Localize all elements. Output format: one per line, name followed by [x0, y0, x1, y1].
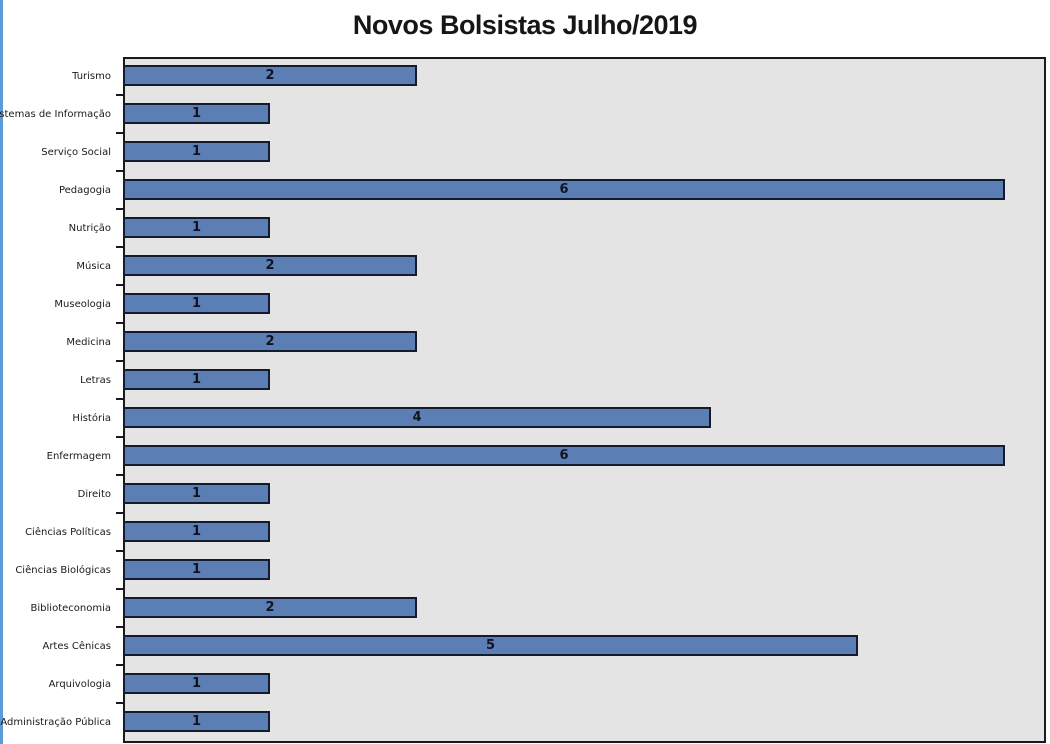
- bar-value-label: 2: [265, 68, 275, 83]
- y-axis-label: Letras: [80, 374, 111, 386]
- bar-value-label: 6: [559, 182, 569, 197]
- y-axis-tick: [116, 322, 123, 324]
- chart-title: Novos Bolsistas Julho/2019: [352, 10, 698, 40]
- bar: 2: [123, 65, 417, 86]
- bar-value-label: 4: [412, 410, 422, 425]
- y-axis-label: Turismo: [72, 70, 111, 82]
- bar: 6: [123, 445, 1005, 466]
- bar: 1: [123, 711, 270, 732]
- y-axis-tick: [116, 626, 123, 628]
- bar: 1: [123, 483, 270, 504]
- y-axis-label: Artes Cênicas: [42, 640, 111, 652]
- bar-value-label: 1: [191, 524, 202, 539]
- y-axis-tick: [116, 284, 123, 286]
- bar-value-label: 1: [191, 372, 202, 387]
- bar-value-label: 1: [191, 296, 202, 311]
- bar-value-label: 1: [191, 144, 202, 159]
- bar-value-label: 1: [191, 562, 202, 577]
- bar: 1: [123, 141, 270, 162]
- y-axis-tick: [116, 588, 123, 590]
- y-axis-tick: [116, 360, 123, 362]
- bar: 1: [123, 103, 270, 124]
- left-border-stripe: [0, 0, 3, 744]
- bar-value-label: 2: [265, 600, 275, 615]
- y-axis-label: Medicina: [66, 336, 111, 348]
- y-axis-label: Biblioteconomia: [30, 602, 111, 614]
- y-axis-tick: [116, 94, 123, 96]
- y-axis-label: Enfermagem: [46, 450, 111, 462]
- y-axis-tick: [116, 702, 123, 704]
- y-axis-label: História: [72, 412, 111, 424]
- bar-value-label: 1: [191, 220, 202, 235]
- bar: 1: [123, 521, 270, 542]
- y-axis-label: Música: [76, 260, 111, 272]
- bar: 1: [123, 217, 270, 238]
- bar-value-label: 1: [191, 676, 202, 691]
- y-axis-label: Ciências Políticas: [25, 526, 111, 538]
- y-axis-label: Ciências Biológicas: [15, 564, 111, 576]
- y-axis-label: Administração Pública: [0, 716, 111, 728]
- y-axis-label: Direito: [77, 488, 111, 500]
- bar: 2: [123, 255, 417, 276]
- y-axis-tick: [116, 664, 123, 666]
- y-axis-label: Serviço Social: [41, 146, 111, 158]
- bar-value-label: 2: [265, 334, 275, 349]
- y-axis-tick: [116, 208, 123, 210]
- bar-value-label: 1: [191, 714, 202, 729]
- bar: 6: [123, 179, 1005, 200]
- y-axis-tick: [116, 550, 123, 552]
- y-axis-label: Nutrição: [68, 222, 111, 234]
- y-axis-tick: [116, 436, 123, 438]
- bar-value-label: 2: [265, 258, 275, 273]
- bar-value-label: 1: [191, 486, 202, 501]
- y-axis-label: Sistemas de Informação: [0, 108, 111, 120]
- y-axis-tick: [116, 398, 123, 400]
- bar: 4: [123, 407, 711, 428]
- y-axis-tick: [116, 132, 123, 134]
- bar-value-label: 1: [191, 106, 202, 121]
- y-axis-tick: [116, 170, 123, 172]
- y-axis-tick: [116, 512, 123, 514]
- bar: 1: [123, 559, 270, 580]
- bar: 1: [123, 369, 270, 390]
- bar: 5: [123, 635, 858, 656]
- bar: 1: [123, 673, 270, 694]
- y-axis-label: Museologia: [54, 298, 111, 310]
- bar-value-label: 5: [485, 638, 496, 653]
- y-axis-tick: [116, 474, 123, 476]
- bar-value-label: 6: [559, 448, 569, 463]
- y-axis-tick: [116, 246, 123, 248]
- y-axis-label: Arquivologia: [48, 678, 111, 690]
- y-axis-label: Pedagogia: [58, 184, 111, 196]
- bar: 2: [123, 597, 417, 618]
- bar: 1: [123, 293, 270, 314]
- bar: 2: [123, 331, 417, 352]
